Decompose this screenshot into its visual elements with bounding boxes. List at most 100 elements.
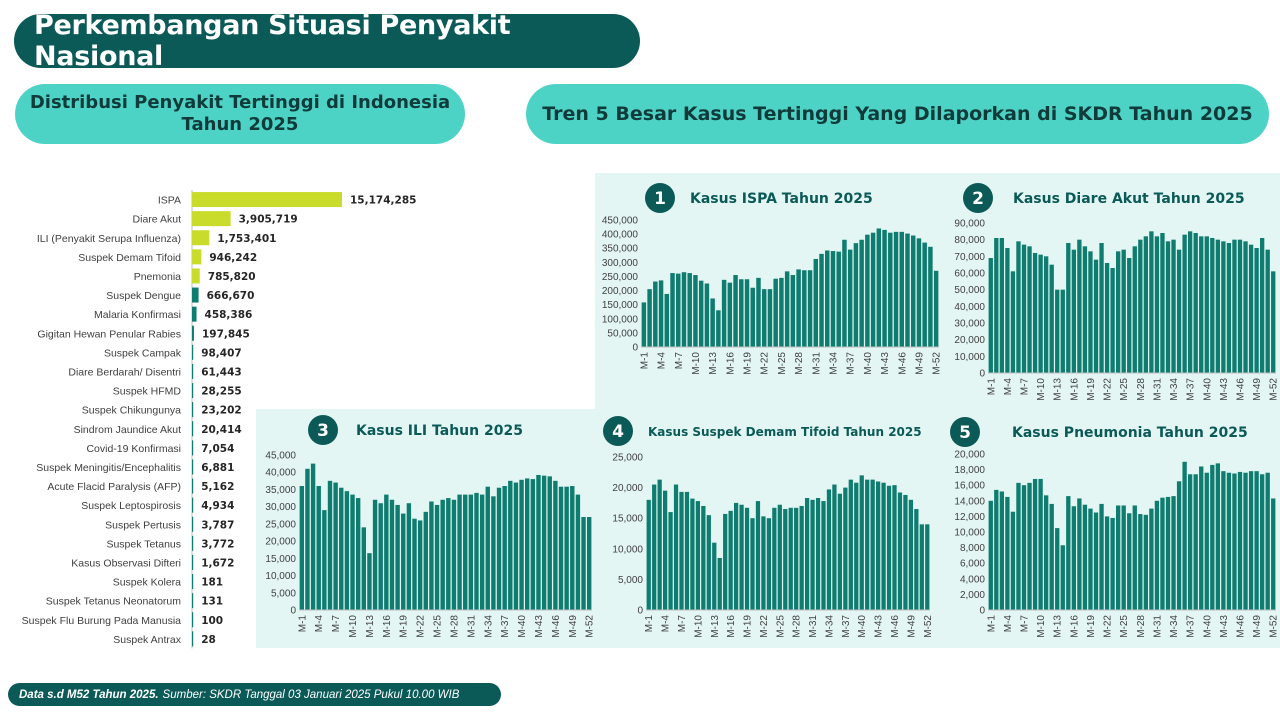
category-label: Diare Berdarah/ Disentri <box>68 366 181 378</box>
bar <box>564 486 569 610</box>
bar <box>744 279 750 347</box>
bar <box>581 517 586 610</box>
x-tick-label: M-52 <box>585 615 596 638</box>
x-tick-label: M-40 <box>857 615 868 638</box>
x-tick-label: M-22 <box>1103 615 1114 638</box>
bar <box>491 496 496 610</box>
x-tick-label: M-22 <box>760 352 771 375</box>
bar <box>903 494 908 610</box>
x-tick-label: M-31 <box>1152 378 1163 401</box>
x-tick-label: M-52 <box>932 352 943 375</box>
x-tick-label: M-1 <box>297 615 308 633</box>
bar <box>570 486 575 610</box>
bar <box>773 278 778 347</box>
bar <box>310 463 316 610</box>
bar <box>914 509 919 610</box>
bar <box>339 487 344 610</box>
chart-number: 1 <box>654 189 666 209</box>
y-tick-label: 14,000 <box>954 496 985 507</box>
bar <box>1005 496 1010 610</box>
y-tick-label: 300,000 <box>602 258 639 269</box>
bar <box>1254 471 1259 610</box>
x-tick-label: M-19 <box>1086 615 1097 638</box>
bar <box>1171 239 1176 373</box>
bar <box>999 491 1005 610</box>
bar <box>739 504 744 610</box>
right-section-title: Tren 5 Besar Kasus Tertinggi Yang Dilapo… <box>526 84 1269 144</box>
x-tick-label: M-46 <box>551 615 562 638</box>
category-label: Suspek Leptospirosis <box>81 500 181 512</box>
bar <box>1221 471 1226 610</box>
bar <box>910 235 916 347</box>
x-tick-label: M-43 <box>1219 615 1230 638</box>
category-label: Suspek Kolera <box>113 577 181 589</box>
y-tick-label: 10,000 <box>265 571 296 582</box>
value-label: 131 <box>201 596 223 608</box>
bar <box>1088 508 1093 610</box>
value-label: 785,820 <box>208 271 256 283</box>
bar <box>192 383 194 399</box>
bar <box>192 421 194 437</box>
bar <box>440 499 445 610</box>
bar <box>1115 505 1121 610</box>
bar <box>1215 239 1221 373</box>
category-label: Suspek Tetanus Neonatorum <box>46 596 181 608</box>
bar <box>836 251 841 347</box>
bar <box>1032 253 1038 373</box>
x-tick-label: M-49 <box>906 615 917 638</box>
bar <box>192 268 200 284</box>
bar <box>1049 503 1054 610</box>
bar <box>586 517 592 610</box>
bar <box>859 475 864 610</box>
bar <box>897 492 903 610</box>
x-tick-label: M-37 <box>1186 615 1197 638</box>
y-tick-label: 20,000 <box>612 483 643 494</box>
x-tick-label: M-10 <box>348 615 359 638</box>
x-tick-label: M-40 <box>1202 615 1213 638</box>
x-tick-label: M-31 <box>808 615 819 638</box>
bar <box>1121 505 1126 610</box>
x-tick-label: M-34 <box>1169 378 1180 401</box>
bar <box>463 494 468 610</box>
bar <box>704 283 710 347</box>
value-label: 61,443 <box>201 366 242 378</box>
x-tick-label: M-31 <box>1152 615 1163 638</box>
bar <box>723 513 728 610</box>
bar <box>739 279 744 347</box>
chart-number-badge <box>645 183 675 213</box>
bar <box>706 515 711 610</box>
category-label: Suspek Flu Burung Pada Manusia <box>22 615 182 627</box>
y-tick-label: 16,000 <box>954 481 985 492</box>
x-tick-label: M-7 <box>331 615 342 633</box>
value-label: 3,787 <box>201 519 234 531</box>
bar <box>988 500 993 610</box>
bar <box>1254 248 1259 373</box>
value-label: 28 <box>201 634 216 646</box>
x-tick-label: M-49 <box>914 352 925 375</box>
y-tick-label: 35,000 <box>265 485 296 496</box>
x-tick-label: M-34 <box>828 352 839 375</box>
bar <box>830 251 836 347</box>
bar <box>1104 516 1110 610</box>
x-tick-label: M-31 <box>811 352 822 375</box>
bar <box>733 502 739 610</box>
x-tick-label: M-19 <box>1086 378 1097 401</box>
x-tick-label: M-37 <box>1186 378 1197 401</box>
bar <box>693 275 698 347</box>
bar <box>916 238 922 347</box>
bar <box>870 232 876 347</box>
x-tick-label: M-52 <box>923 615 934 638</box>
y-tick-label: 0 <box>632 343 638 354</box>
category-label: Suspek Tetanus <box>106 538 181 550</box>
bar <box>1066 243 1071 373</box>
bar <box>1055 289 1060 373</box>
category-label: Suspek Campak <box>104 347 182 359</box>
bar <box>1082 504 1088 610</box>
bar <box>641 302 647 347</box>
x-tick-label: M-4 <box>1003 378 1014 396</box>
bar <box>819 253 824 347</box>
y-tick-label: 40,000 <box>265 468 296 479</box>
bar <box>1226 472 1232 610</box>
value-label: 23,202 <box>201 405 242 417</box>
chart-number: 4 <box>612 422 624 442</box>
